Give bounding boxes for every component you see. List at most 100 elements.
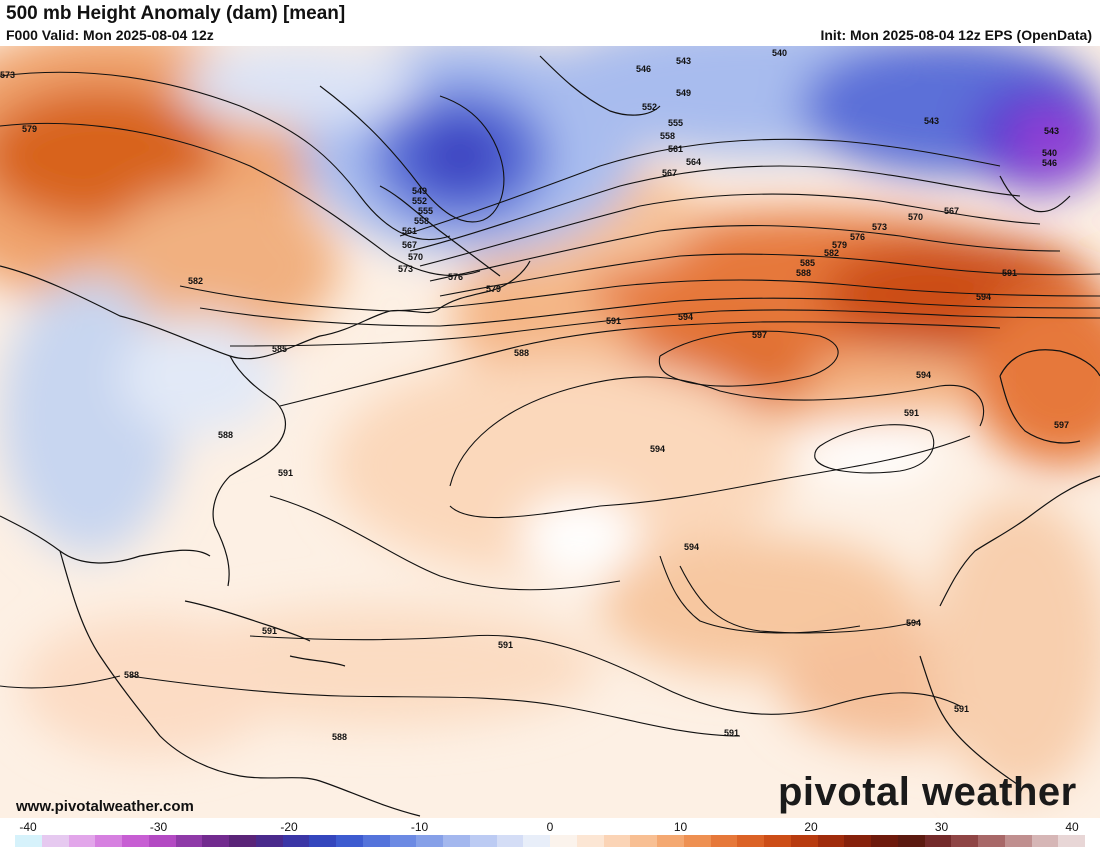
colorbar-ticks: -40 -30 -20 -10 0 10 20 30 40 [0,820,1100,834]
colorbar-swatch [282,835,310,847]
contour-label: 540 [1042,148,1057,158]
colorbar-swatch [657,835,684,847]
colorbar-swatch [309,835,336,847]
colorbar-swatch [496,835,524,847]
contour-label: 561 [402,226,417,236]
map-canvas: 573 579 546 543 549 552 555 558 561 564 … [0,46,1100,818]
contour-label: 567 [662,168,677,178]
contour-label: 558 [414,216,429,226]
colorbar-tick-label: -30 [149,820,168,834]
contour-label: 591 [954,704,969,714]
contour-label: 546 [1042,158,1057,168]
header: 500 mb Height Anomaly (dam) [mean] F000 … [0,0,1100,46]
map-title: 500 mb Height Anomaly (dam) [mean] [6,3,346,24]
colorbar-tick-label: -10 [410,820,429,834]
colorbar-swatch [683,835,711,847]
colorbar-swatch [68,835,96,847]
height-contours [0,71,1100,737]
contour-label: 576 [850,232,865,242]
contour-label: 549 [412,186,427,196]
contour-label: 543 [1044,126,1059,136]
contour-label: 567 [402,240,417,250]
contour-label: 546 [636,64,651,74]
colorbar-swatch [710,835,738,847]
website-url: www.pivotalweather.com [16,798,194,815]
contour-label: 582 [824,248,839,258]
contour-label: 597 [1054,420,1069,430]
colorbar-swatch [871,835,898,847]
colorbar-swatch [1031,835,1059,847]
contour-label: 591 [1002,268,1017,278]
contour-label: 552 [642,102,657,112]
contour-label: 576 [448,272,463,282]
colorbar-swatch [416,835,443,847]
contour-label: 594 [650,444,665,454]
contour-label: 561 [668,144,683,154]
contour-label: 567 [944,206,959,216]
anomaly-map: 573 579 546 543 549 552 555 558 561 564 … [0,46,1100,818]
colorbar-swatch [523,835,550,847]
colorbar-swatch [41,835,69,847]
colorbar-tick-label: 20 [804,820,818,834]
colorbar-tick-label: 40 [1065,820,1079,834]
colorbar-swatch [122,835,149,847]
colorbar-tick-label: -40 [19,820,37,834]
colorbar-swatch [469,835,497,847]
colorbar-tick-label: -20 [280,820,298,834]
contour-label: 594 [906,618,921,628]
contour-label: 591 [724,728,739,738]
colorbar-scale [15,835,1085,847]
colorbar-swatch [389,835,417,847]
contour-label: 591 [262,626,277,636]
contour-label: 594 [976,292,991,302]
contour-label: 585 [272,344,287,354]
colorbar-swatch [229,835,256,847]
colorbar-tick-label: 30 [934,820,949,834]
contour-label: 579 [22,124,37,134]
contour-label: 543 [924,116,939,126]
contour-label: 588 [514,348,529,358]
contour-label: 591 [904,408,919,418]
contour-label: 570 [408,252,423,262]
colorbar-tick-label: 0 [546,820,554,834]
contour-label: 594 [678,312,693,322]
contour-label: 570 [908,212,923,222]
valid-time: F000 Valid: Mon 2025-08-04 12z [6,27,214,43]
contour-label: 543 [676,56,691,66]
contour-label: 540 [772,48,787,58]
colorbar-swatch [95,835,122,847]
contour-label: 573 [398,264,413,274]
colorbar-swatch [1058,835,1085,847]
colorbar-swatch [255,835,283,847]
colorbar-swatch [550,835,577,847]
contour-label: 588 [796,268,811,278]
contour-label: 564 [686,157,701,167]
colorbar-swatch [817,835,845,847]
contour-label: 588 [124,670,139,680]
colorbar-swatch [15,835,42,847]
coastlines [0,55,1100,817]
colorbar-tick-label: 10 [673,820,688,834]
brand-logo: pivotal weather [778,770,1077,814]
colorbar: -40 -30 -20 -10 0 10 20 30 40 [0,818,1100,850]
colorbar-swatch [951,835,978,847]
colorbar-swatch [630,835,657,847]
contour-label: 555 [418,206,433,216]
colorbar-swatch [603,835,631,847]
colorbar-swatch [844,835,871,847]
colorbar-swatch [202,835,229,847]
contour-label: 582 [188,276,203,286]
colorbar-swatch [148,835,176,847]
contour-label: 591 [278,468,293,478]
contour-label: 579 [832,240,847,250]
colorbar-swatch [737,835,764,847]
colorbar-swatch [362,835,390,847]
contour-label: 588 [218,430,233,440]
colorbar-swatch [978,835,1005,847]
anomaly-shading [0,46,1100,796]
contour-label: 555 [668,118,683,128]
contour-label: 573 [0,70,15,80]
contour-labels: 573 579 546 543 549 552 555 558 561 564 … [0,48,1069,742]
contour-label: 591 [606,316,621,326]
contour-label: 552 [412,196,427,206]
